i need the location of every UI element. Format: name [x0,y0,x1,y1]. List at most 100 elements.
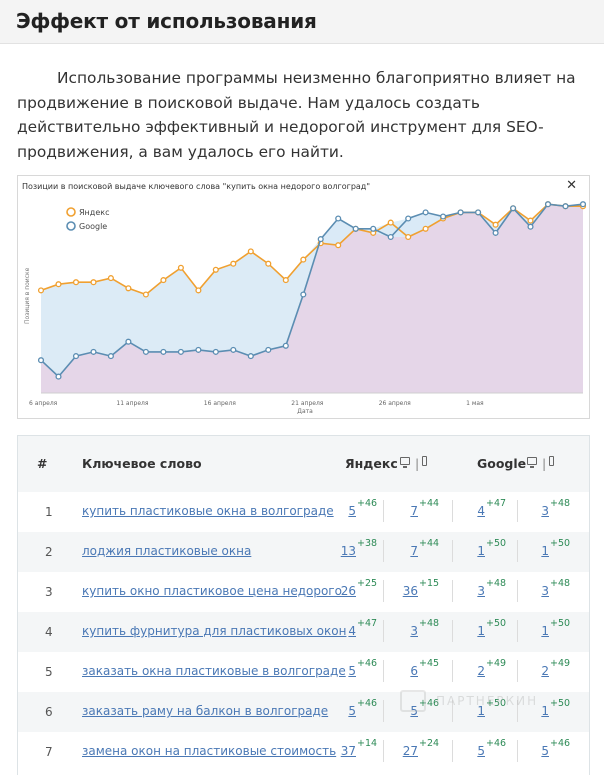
x-tick-label: 1 мая [466,400,484,407]
data-point-google[interactable] [579,201,587,208]
column-divider [517,540,518,562]
google-mobile-change: +46 [550,738,571,749]
column-divider [517,740,518,762]
data-point-google[interactable] [405,215,412,222]
yandex-desktop-position[interactable]: 4 [348,624,356,638]
yandex-desktop-change: +46 [357,498,378,509]
data-point-google[interactable] [544,201,552,208]
data-point-yandex[interactable] [405,233,412,241]
data-point-google[interactable] [177,348,184,355]
data-point-yandex[interactable] [247,248,254,255]
data-point-yandex[interactable] [300,256,307,263]
keyword-link[interactable]: купить фурнитура для пластиковых окон [82,624,347,638]
yandex-desktop-position[interactable]: 5 [348,704,356,718]
data-point-yandex[interactable] [527,217,534,224]
data-point-google[interactable] [352,225,359,232]
data-point-google[interactable] [37,357,45,364]
yandex-mobile-position[interactable]: 3 [410,624,418,638]
data-point-yandex[interactable] [212,266,219,273]
keyword-link[interactable]: заказать раму на балкон в волгограде [82,704,329,718]
google-desktop-position[interactable]: 1 [477,544,485,558]
yandex-desktop-position[interactable]: 5 [348,664,356,678]
data-point-google[interactable] [247,353,254,360]
data-point-google[interactable] [440,213,447,220]
yandex-desktop-position[interactable]: 37 [340,744,356,758]
data-point-google[interactable] [300,291,307,298]
yandex-desktop-position[interactable]: 26 [340,584,356,598]
data-point-yandex[interactable] [387,219,394,226]
google-mobile-position[interactable]: 5 [541,744,549,758]
data-point-google[interactable] [212,348,219,355]
data-point-google[interactable] [72,353,80,360]
google-desktop-position[interactable]: 3 [477,584,485,598]
google-mobile-position[interactable]: 1 [541,704,549,718]
data-point-yandex[interactable] [125,285,132,292]
data-point-google[interactable] [107,353,114,360]
google-desktop-position[interactable]: 5 [477,744,485,758]
data-point-google[interactable] [510,205,517,212]
close-icon[interactable]: ✕ [566,178,577,193]
data-point-yandex[interactable] [265,260,272,267]
data-point-google[interactable] [230,346,237,353]
data-point-google[interactable] [195,346,202,353]
data-point-google[interactable] [562,203,569,210]
data-point-google[interactable] [55,373,62,380]
data-point-yandex[interactable] [90,279,97,286]
data-point-yandex[interactable] [177,264,184,271]
data-point-yandex[interactable] [160,277,167,284]
position-chart: 6 апреля 11 апреля 16 апреля 21 апреля 26 ап… [24,201,587,415]
data-point-google[interactable] [457,209,464,216]
keyword-link[interactable]: замена окон на пластиковые стоимость [82,744,337,758]
google-desktop-change: +47 [486,498,507,509]
data-point-yandex[interactable] [55,281,62,288]
google-mobile-position[interactable]: 1 [541,544,549,558]
data-point-google[interactable] [90,348,97,355]
yandex-desktop-position[interactable]: 13 [340,544,356,558]
data-point-google[interactable] [335,215,342,222]
keyword-link[interactable]: заказать окна пластиковые в волгограде [82,664,346,678]
row-number: 2 [45,545,53,559]
data-point-google[interactable] [527,223,534,230]
keyword-link[interactable]: купить пластиковые окна в волгограде [82,504,334,518]
google-desktop-position[interactable]: 1 [477,624,485,638]
data-point-yandex[interactable] [335,242,342,249]
yandex-mobile-position[interactable]: 36 [402,584,418,598]
data-point-google[interactable] [422,209,429,216]
google-mobile-position[interactable]: 2 [541,664,549,678]
y-axis-label: Позиция в поиске [24,267,31,324]
data-point-yandex[interactable] [282,277,289,284]
data-point-google[interactable] [142,348,149,355]
keyword-link[interactable]: купить окно пластиковое цена недорого [82,584,342,598]
data-point-google[interactable] [492,229,499,236]
google-mobile-position[interactable]: 3 [541,584,549,598]
data-point-google[interactable] [265,346,272,353]
google-mobile-position[interactable]: 1 [541,624,549,638]
data-point-google[interactable] [282,342,289,349]
yandex-mobile-position[interactable]: 6 [410,664,418,678]
row-number: 6 [45,705,53,719]
google-desktop-position[interactable]: 1 [477,704,485,718]
data-point-yandex[interactable] [195,287,202,294]
data-point-google[interactable] [387,233,394,241]
yandex-mobile-position[interactable]: 27 [402,744,418,758]
google-desktop-position[interactable]: 2 [477,664,485,678]
google-mobile-position[interactable]: 3 [541,504,549,518]
yandex-desktop-position[interactable]: 5 [348,504,356,518]
data-point-google[interactable] [317,236,324,243]
data-point-yandex[interactable] [492,221,499,228]
data-point-yandex[interactable] [422,225,429,232]
data-point-yandex[interactable] [142,291,149,298]
data-point-yandex[interactable] [107,275,114,282]
yandex-mobile-position[interactable]: 7 [410,504,418,518]
yandex-mobile-position[interactable]: 7 [410,544,418,558]
data-point-google[interactable] [370,225,377,232]
keyword-link[interactable]: лоджия пластиковые окна [82,544,252,558]
data-point-google[interactable] [125,338,132,345]
data-point-yandex[interactable] [37,287,45,294]
google-desktop-position[interactable]: 4 [477,504,485,518]
data-point-yandex[interactable] [230,260,237,267]
yandex-mobile-position[interactable]: 5 [410,704,418,718]
data-point-google[interactable] [475,209,482,216]
data-point-yandex[interactable] [72,279,80,286]
data-point-google[interactable] [160,348,167,355]
